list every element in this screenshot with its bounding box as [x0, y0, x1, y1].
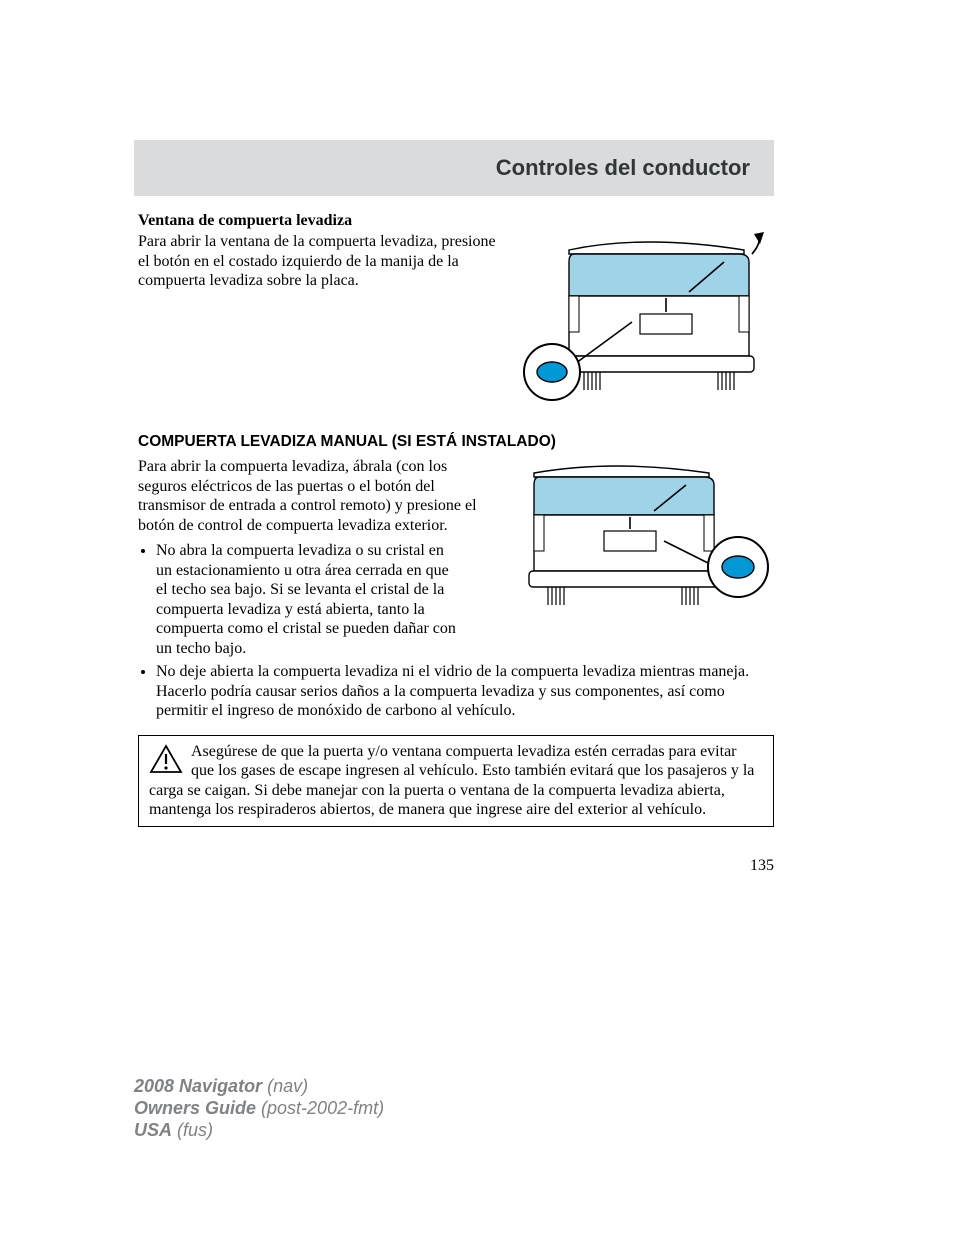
- diagram-liftgate-manual: [514, 457, 774, 622]
- footer-model: 2008 Navigator: [134, 1076, 262, 1096]
- section2-bullets: No abra la compuerta levadiza o su crist…: [138, 541, 496, 658]
- diagram-liftgate-window: [514, 232, 774, 407]
- page-header-title: Controles del conductor: [496, 155, 750, 181]
- section2-bullets-cont: No deje abierta la compuerta levadiza ni…: [138, 662, 774, 721]
- footer-region-suffix: (fus): [172, 1120, 213, 1140]
- page-number: 135: [138, 857, 774, 875]
- manual-page: Controles del conductor Ventana de compu…: [0, 0, 954, 1235]
- page-content: Ventana de compuerta levadiza Para abrir…: [138, 212, 774, 891]
- footer-guide-suffix: (post-2002-fmt): [256, 1098, 384, 1118]
- warning-box: Asegúrese de que la puerta y/o ventana c…: [138, 735, 774, 827]
- list-item: No deje abierta la compuerta levadiza ni…: [156, 662, 774, 721]
- footer-region: USA: [134, 1120, 172, 1140]
- warning-icon: [149, 744, 183, 774]
- section1-para: Para abrir la ventana de la compuerta le…: [138, 232, 496, 291]
- footer-guide: Owners Guide: [134, 1098, 256, 1118]
- section2-heading: COMPUERTA LEVADIZA MANUAL (SI ESTÁ INSTA…: [138, 433, 774, 451]
- section2-block: Para abrir la compuerta levadiza, ábrala…: [138, 457, 774, 668]
- footer: 2008 Navigator (nav) Owners Guide (post-…: [134, 1076, 384, 1142]
- footer-model-suffix: (nav): [262, 1076, 308, 1096]
- warning-text: Asegúrese de que la puerta y/o ventana c…: [149, 743, 754, 819]
- section2-para: Para abrir la compuerta levadiza, ábrala…: [138, 457, 496, 535]
- list-item: No abra la compuerta levadiza o su crist…: [156, 541, 456, 658]
- page-header-box: Controles del conductor: [134, 140, 774, 196]
- section1-block: Para abrir la ventana de la compuerta le…: [138, 232, 774, 407]
- section1-heading: Ventana de compuerta levadiza: [138, 212, 774, 230]
